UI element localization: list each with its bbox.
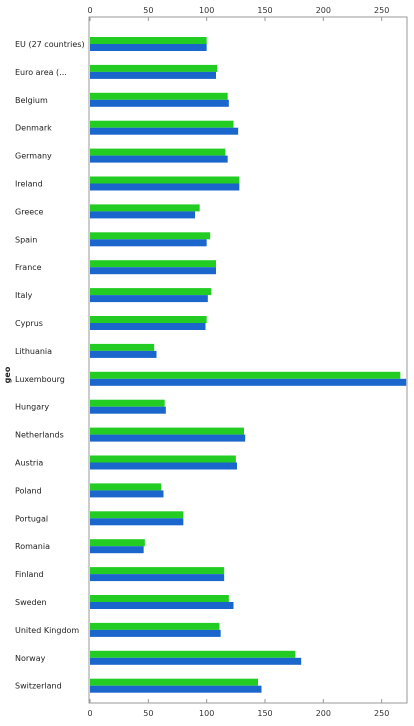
bar-series-2 bbox=[90, 657, 302, 665]
bar-series-1 bbox=[90, 483, 162, 491]
bar-series-1 bbox=[90, 539, 145, 547]
category-label: Poland bbox=[15, 486, 42, 495]
bottom-tick-label: 0 bbox=[87, 709, 92, 718]
category-label: Luxembourg bbox=[15, 375, 65, 384]
bar-series-1 bbox=[90, 622, 220, 630]
top-tick-label: 50 bbox=[143, 6, 153, 15]
category-label: Denmark bbox=[15, 124, 52, 133]
bar-series-1 bbox=[90, 92, 228, 100]
category-label: Cyprus bbox=[15, 319, 43, 328]
bar-series-2 bbox=[90, 685, 262, 693]
bar-series-1 bbox=[90, 511, 184, 519]
bar-series-1 bbox=[90, 316, 207, 323]
bar-series-2 bbox=[90, 434, 246, 442]
bar-series-1 bbox=[90, 148, 226, 156]
category-label: Ireland bbox=[15, 180, 43, 189]
bar-series-1 bbox=[90, 64, 218, 72]
category-labels: EU (27 countries) Euro area (... Belgium De… bbox=[15, 40, 85, 691]
bottom-tick-label: 150 bbox=[257, 709, 272, 718]
top-tick-label: 150 bbox=[257, 6, 272, 15]
category-label: Norway bbox=[15, 654, 46, 663]
bar-series-1 bbox=[90, 288, 212, 296]
bar-series-1 bbox=[90, 650, 296, 658]
bar-series-2 bbox=[90, 378, 407, 386]
bar-series-2 bbox=[90, 127, 239, 135]
bar-series-1 bbox=[90, 120, 234, 128]
bar-series-1 bbox=[90, 232, 211, 240]
bar-series-2 bbox=[90, 629, 221, 637]
bottom-tick-label: 200 bbox=[316, 709, 331, 718]
bottom-axis: 0 50 100 150 200 250 bbox=[87, 699, 389, 718]
bottom-tick-label: 100 bbox=[199, 709, 214, 718]
bar-series-2 bbox=[90, 546, 144, 554]
category-label: Switzerland bbox=[15, 682, 62, 691]
category-label: Portugal bbox=[15, 514, 48, 523]
category-label: Germany bbox=[15, 152, 52, 161]
top-axis: 0 50 100 150 200 250 bbox=[87, 6, 389, 21]
bar-series-2 bbox=[90, 602, 234, 609]
category-label: Hungary bbox=[15, 403, 49, 412]
bar-series-2 bbox=[90, 267, 216, 275]
category-label: Euro area (... bbox=[15, 68, 67, 77]
category-label: Greece bbox=[15, 207, 44, 216]
category-label: Spain bbox=[15, 235, 37, 244]
bar-series-1 bbox=[90, 567, 225, 575]
category-label: Netherlands bbox=[15, 431, 64, 440]
category-label: Lithuania bbox=[15, 347, 52, 356]
bar-series-2 bbox=[90, 518, 184, 526]
bar-series-2 bbox=[90, 406, 166, 414]
top-tick-label: 0 bbox=[87, 6, 92, 15]
bar-series-2 bbox=[90, 490, 164, 498]
bar-series-1 bbox=[90, 455, 236, 463]
bar-series-2 bbox=[90, 155, 228, 163]
bottom-tick-label: 50 bbox=[143, 709, 153, 718]
bar-series-1 bbox=[90, 371, 401, 379]
category-label: EU (27 countries) bbox=[15, 40, 85, 49]
bar-series-1 bbox=[90, 595, 229, 602]
bar-series-2 bbox=[90, 183, 240, 191]
bars bbox=[90, 37, 407, 693]
bar-series-2 bbox=[90, 211, 195, 219]
category-label: Austria bbox=[15, 459, 43, 468]
bar-series-1 bbox=[90, 427, 244, 435]
top-tick-label: 250 bbox=[374, 6, 389, 15]
bar-series-2 bbox=[90, 350, 157, 358]
category-label: Sweden bbox=[15, 598, 47, 607]
bar-series-1 bbox=[90, 343, 155, 351]
category-label: Romania bbox=[15, 542, 50, 551]
bar-series-1 bbox=[90, 260, 216, 268]
bar-series-1 bbox=[90, 399, 165, 407]
top-tick-label: 200 bbox=[316, 6, 331, 15]
bar-series-2 bbox=[90, 239, 207, 247]
category-label: United Kingdom bbox=[15, 626, 79, 635]
bar-series-2 bbox=[90, 295, 208, 303]
bar-series-1 bbox=[90, 176, 240, 184]
category-label: Belgium bbox=[15, 96, 48, 105]
category-label: Italy bbox=[15, 291, 33, 300]
bar-series-2 bbox=[90, 44, 207, 51]
bar-series-2 bbox=[90, 462, 237, 470]
bar-series-1 bbox=[90, 204, 200, 212]
bar-series-1 bbox=[90, 37, 207, 44]
bar-series-2 bbox=[90, 323, 206, 330]
top-tick-label: 100 bbox=[199, 6, 214, 15]
bottom-tick-label: 250 bbox=[374, 709, 389, 718]
y-axis-title: geo bbox=[3, 366, 12, 383]
category-label: Finland bbox=[15, 570, 44, 579]
bar-series-2 bbox=[90, 71, 216, 79]
bar-series-2 bbox=[90, 574, 225, 582]
category-label: France bbox=[15, 263, 42, 272]
bar-series-1 bbox=[90, 678, 258, 686]
bar-series-2 bbox=[90, 99, 229, 107]
